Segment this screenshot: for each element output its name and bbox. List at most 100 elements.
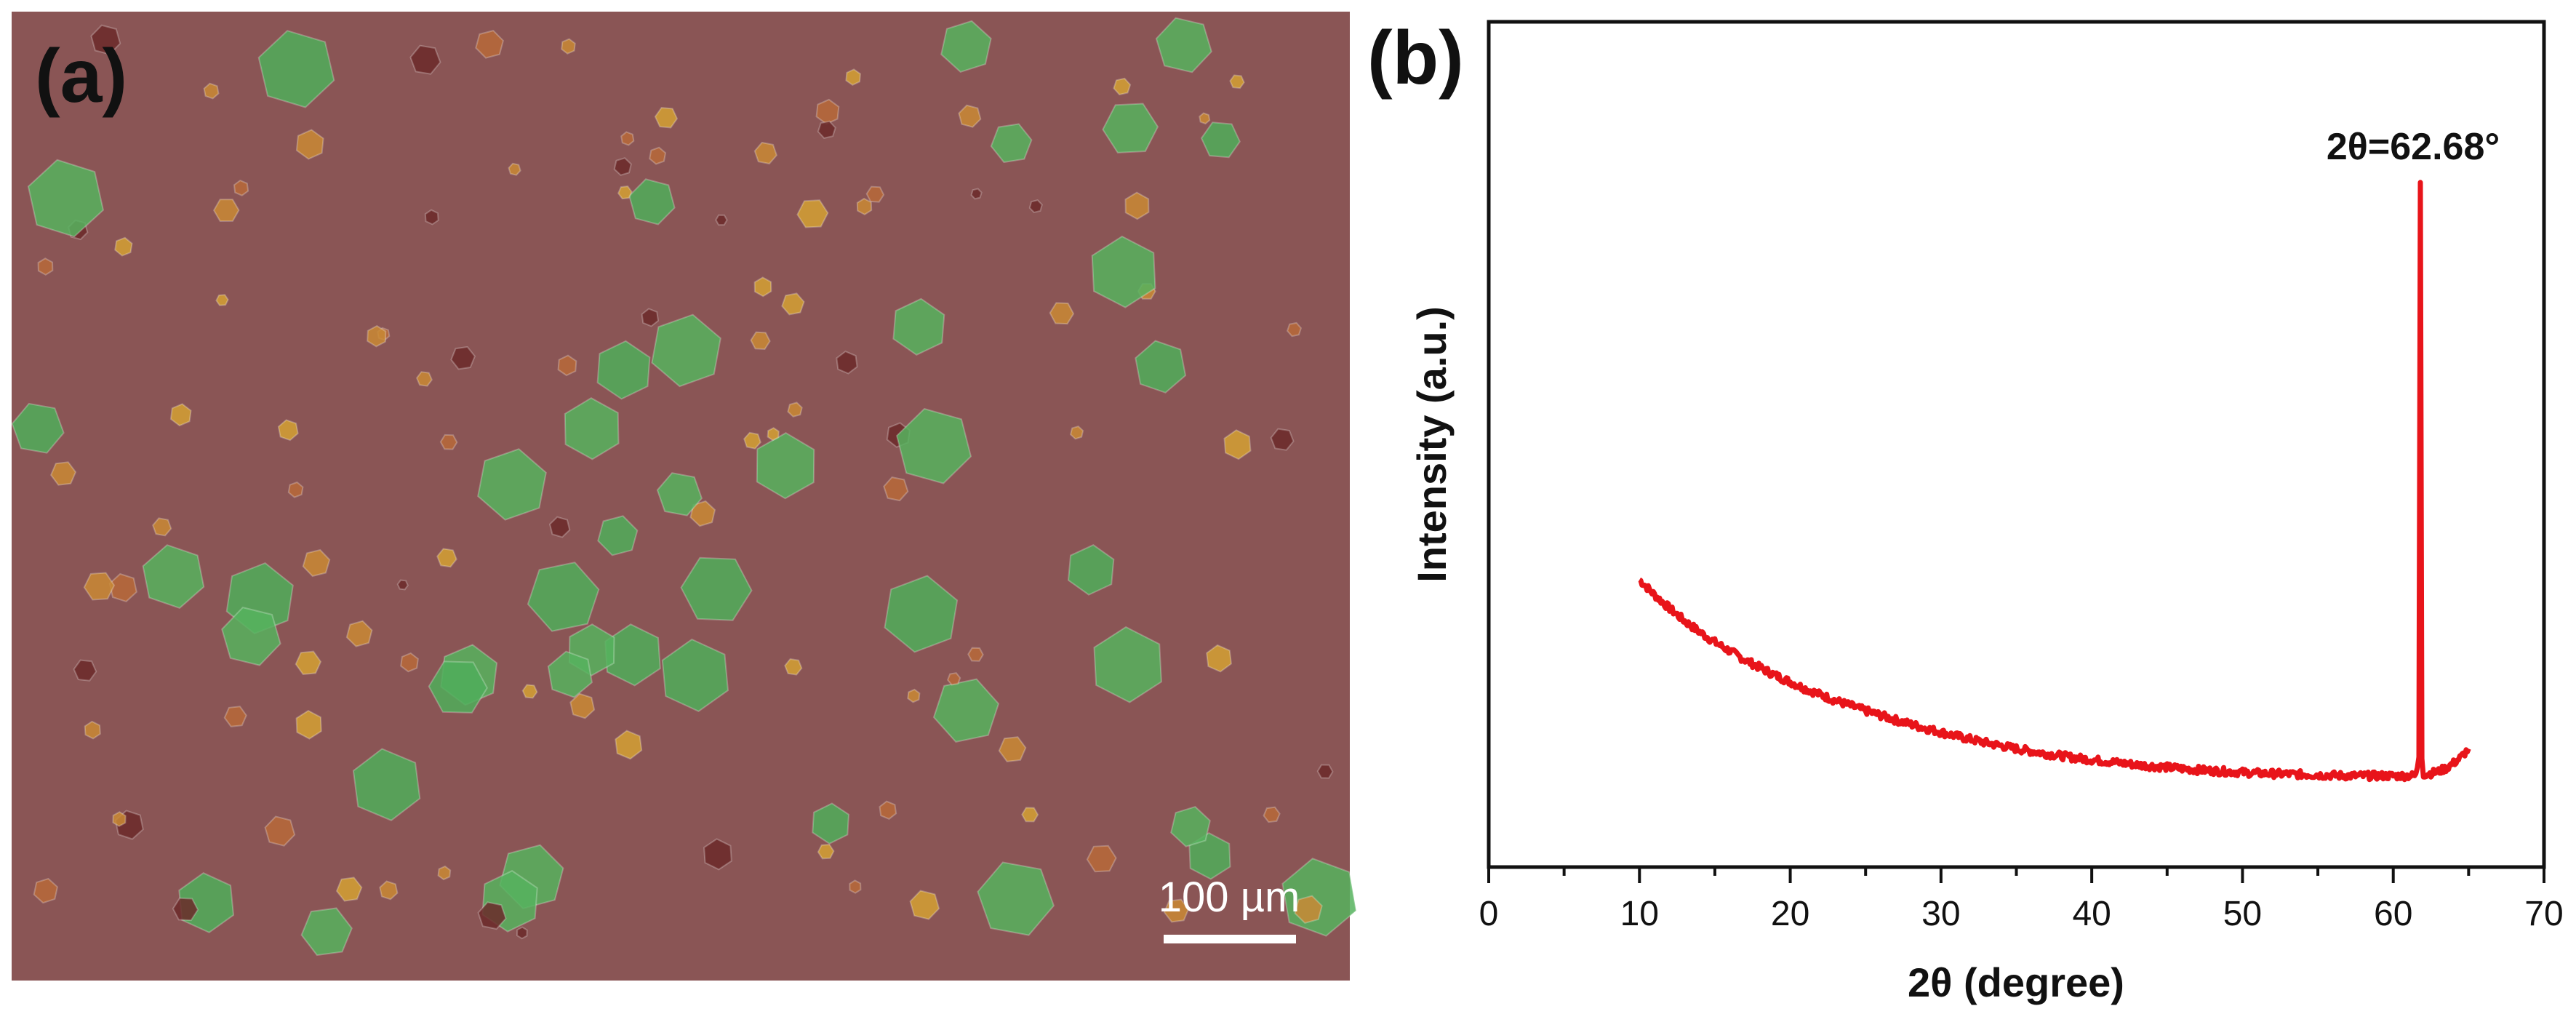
crystal-flake (548, 516, 571, 538)
crystal-flake (977, 861, 1055, 936)
crystal-flake (743, 431, 761, 450)
crystal-flake (367, 324, 387, 348)
scale-bar-label: 100 µm (1159, 874, 1300, 921)
crystal-flake (651, 314, 721, 388)
crystal-flake (617, 185, 633, 200)
crystal-flake (1223, 429, 1252, 460)
crystal-flake (1200, 121, 1241, 159)
crystal-flake (604, 623, 661, 687)
crystal-flake (940, 20, 992, 73)
crystal-flake (883, 476, 909, 502)
crystal-flake (203, 82, 220, 100)
crystal-flake (1069, 425, 1084, 440)
x-tick-label: 30 (1921, 895, 1960, 933)
crystal-flake (352, 748, 421, 821)
x-axis-title: 2θ (degree) (1908, 959, 2124, 1005)
crystal-flake (781, 292, 805, 316)
crystal-flake (849, 879, 862, 894)
crystal-flake (295, 129, 324, 160)
crystal-flake (84, 720, 101, 740)
crystal-flake (1086, 845, 1117, 873)
crystal-flake (569, 692, 596, 719)
crystal-flake (1113, 77, 1132, 96)
crystal-flake (656, 472, 703, 516)
crystal-flake (856, 197, 873, 216)
crystal-flake (233, 179, 249, 196)
crystal-flake (437, 865, 452, 881)
scale-bar (1164, 935, 1296, 943)
panel-a-label: (a) (35, 34, 127, 119)
crystal-flake (561, 38, 576, 55)
crystal-flake (1170, 805, 1211, 847)
crystal-flake (596, 340, 651, 400)
crystal-flake (33, 877, 58, 904)
crystal-flake (521, 684, 538, 699)
crystal-flake (295, 650, 322, 676)
crystal-flake (892, 298, 945, 356)
crystal-flake (409, 44, 441, 75)
crystal-flake (1206, 644, 1232, 673)
peak-annotation: 2θ=62.68° (2327, 126, 2500, 168)
crystal-flake (845, 68, 861, 86)
x-axis-tick-labels: 0 10 20 30 40 50 60 70 (1479, 895, 2564, 933)
crystal-flake (1124, 191, 1150, 220)
crystal-flake (277, 419, 299, 442)
crystal-flake (597, 515, 639, 556)
crystal-flake (300, 907, 353, 957)
crystal-flake (547, 650, 593, 698)
crystal-flake (1067, 544, 1115, 596)
crystal-flake (1229, 74, 1245, 89)
crystal-flake (1135, 340, 1187, 394)
x-tick-label: 70 (2524, 895, 2563, 933)
crystal-flake (715, 214, 728, 226)
crystal-flake (439, 434, 458, 450)
crystal-flake (379, 880, 399, 901)
crystal-flake (756, 432, 815, 500)
crystal-flake (114, 236, 133, 257)
crystal-flake (879, 800, 897, 820)
crystal-flake (613, 157, 632, 176)
crystal-flake (83, 572, 116, 601)
crystal-flake (287, 481, 304, 498)
crystal-flake (753, 141, 778, 165)
crystal-flake (1028, 199, 1043, 214)
x-tick-label: 0 (1479, 895, 1499, 933)
x-axis-ticks (1487, 867, 2545, 883)
crystal-flake (1021, 807, 1039, 823)
crystal-flake (557, 354, 577, 377)
crystal-flake (958, 104, 982, 128)
crystal-flake (477, 448, 547, 521)
crystal-flake (90, 24, 121, 55)
crystal-flake (112, 811, 127, 827)
crystal-flake (221, 606, 281, 666)
crystal-flake (212, 199, 240, 223)
x-tick-label: 10 (1620, 895, 1659, 933)
crystal-flake (508, 162, 521, 176)
crystal-flake (967, 647, 984, 662)
crystal-flake (257, 30, 335, 108)
crystal-flake (215, 294, 229, 306)
crystal-flake (703, 838, 732, 871)
crystal-flake (37, 258, 54, 276)
crystal-flake (49, 461, 77, 486)
crystal-flake (932, 678, 1000, 743)
crystal-flake (970, 188, 983, 200)
crystal-flake (990, 123, 1033, 164)
crystal-flake (516, 926, 528, 940)
crystal-flake (680, 556, 753, 621)
crystal-flake (295, 709, 322, 740)
crystal-flake (784, 658, 803, 676)
crystal-flake (884, 575, 959, 653)
crystal-flake (335, 877, 363, 902)
crystal-flake (787, 402, 803, 418)
crystal-flake (895, 407, 972, 484)
crystal-flake (172, 897, 199, 922)
crystal-flake (1091, 235, 1156, 308)
crystal-flake (302, 548, 331, 578)
crystal-flake (649, 146, 667, 165)
crystal-flake (415, 371, 433, 387)
crystal-flake (767, 427, 780, 442)
crystal-flake (1286, 322, 1303, 338)
crystal-flake (27, 159, 105, 238)
crystal-flake (436, 548, 457, 568)
